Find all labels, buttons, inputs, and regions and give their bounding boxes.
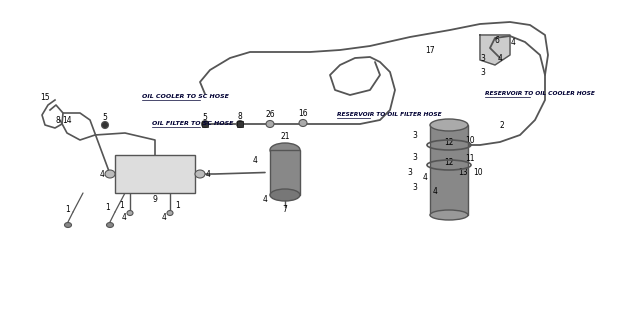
Text: 4: 4 [100,170,104,179]
Ellipse shape [270,189,300,201]
Text: 15: 15 [40,92,50,101]
Text: 3: 3 [413,182,417,191]
Ellipse shape [65,222,72,228]
Text: 10: 10 [473,167,483,177]
Ellipse shape [270,143,300,157]
Text: 1: 1 [66,205,70,214]
Text: 16: 16 [298,108,308,117]
Bar [270,150,300,195]
Text: 7: 7 [283,204,287,213]
Text: 4: 4 [122,212,127,221]
Text: 3: 3 [481,53,485,62]
Ellipse shape [102,122,109,129]
Text: 4: 4 [497,53,502,62]
Text: 12: 12 [444,157,454,166]
Text: 11: 11 [465,154,475,163]
Text: 6: 6 [495,36,499,44]
Ellipse shape [430,119,468,131]
Text: 2: 2 [500,121,504,130]
Text: 4: 4 [253,156,257,164]
Bar [115,155,195,193]
Ellipse shape [105,170,115,178]
Text: 1: 1 [120,201,124,210]
Text: 3: 3 [413,153,417,162]
Text: 4: 4 [205,170,211,179]
Text: 3: 3 [481,68,485,76]
Text: OIL COOLER TO SC HOSE: OIL COOLER TO SC HOSE [142,94,229,99]
Text: 1: 1 [175,201,180,210]
Text: 4: 4 [511,37,515,46]
Ellipse shape [237,121,243,127]
Text: 5: 5 [102,113,108,122]
Text: 17: 17 [425,45,435,54]
Text: 8: 8 [56,116,60,124]
Text: 1: 1 [106,204,110,212]
Ellipse shape [430,210,468,220]
Text: 26: 26 [265,109,275,118]
Text: 3: 3 [413,131,417,140]
Text: 12: 12 [444,138,454,147]
Text: 4: 4 [422,172,428,181]
Text: 4: 4 [262,196,268,204]
Ellipse shape [106,222,113,228]
Ellipse shape [299,119,307,126]
Text: 9: 9 [152,195,157,204]
Text: 4: 4 [161,212,166,221]
Polygon shape [480,35,510,65]
Text: 3: 3 [408,167,412,177]
Text: OIL FILTER TO SC HOSE: OIL FILTER TO SC HOSE [152,121,234,126]
Bar [430,125,468,215]
Text: 13: 13 [458,167,468,177]
Ellipse shape [127,211,133,215]
Bar [202,121,208,127]
Ellipse shape [195,170,205,178]
Text: 5: 5 [203,113,207,122]
Text: 14: 14 [62,116,72,124]
Bar [237,121,243,127]
Text: 21: 21 [280,132,290,140]
Text: RESERVOIR TO OIL FILTER HOSE: RESERVOIR TO OIL FILTER HOSE [337,112,442,117]
Ellipse shape [202,121,209,127]
Ellipse shape [167,211,173,215]
Ellipse shape [266,121,274,127]
Text: 8: 8 [237,111,243,121]
Text: RESERVOIR TO OIL COOLER HOSE: RESERVOIR TO OIL COOLER HOSE [485,91,595,96]
Text: 4: 4 [433,188,437,196]
Text: 10: 10 [465,135,475,145]
